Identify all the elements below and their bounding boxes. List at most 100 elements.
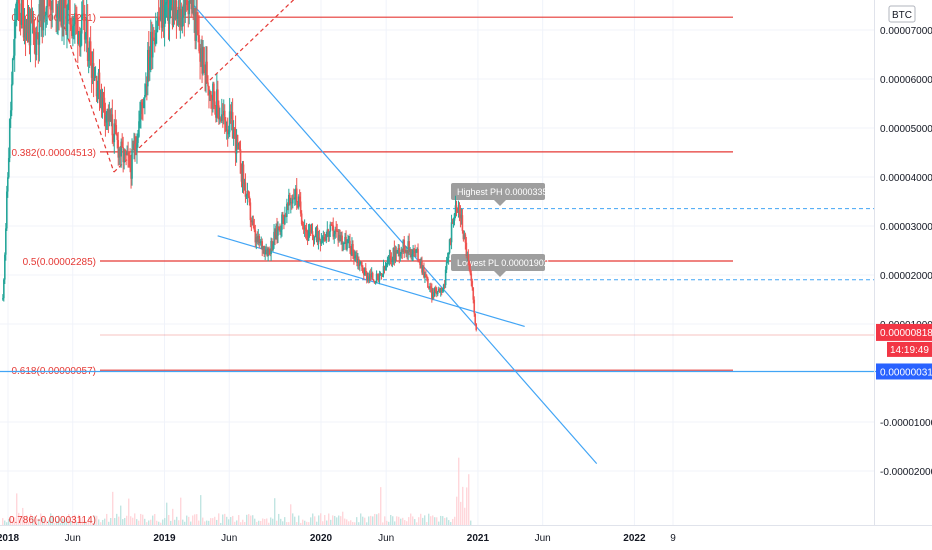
candle-body (39, 4, 42, 21)
volume-bar (234, 521, 236, 525)
volume-bar (210, 518, 212, 525)
candle-body (330, 224, 333, 226)
candle-body (17, 0, 20, 4)
volume-bar (138, 520, 140, 525)
volume-bar (112, 491, 114, 525)
candle-body (37, 34, 40, 45)
trendline-descending-resistance[interactable] (140, 0, 598, 465)
candle-body (452, 220, 455, 224)
volume-bar (460, 501, 462, 525)
volume-bar (8, 518, 10, 525)
fib-level-label: 0.786(-0.00003114) (9, 515, 96, 526)
volume-bar (166, 502, 168, 525)
volume-bar (232, 515, 234, 525)
candle-body (320, 240, 323, 244)
candle-body (442, 284, 445, 289)
candle-body (200, 48, 202, 62)
candle-body (297, 196, 300, 208)
trendline-dashed-uptrend[interactable] (113, 0, 303, 173)
candle-body (60, 0, 62, 26)
volume-bar (332, 515, 334, 525)
candle-body (269, 250, 271, 255)
volume-bar (36, 518, 38, 525)
candle-body (196, 12, 198, 30)
volume-bar (420, 513, 422, 525)
volume-bar (104, 518, 106, 525)
candle-body (314, 234, 317, 237)
volume-bar (278, 513, 280, 525)
candle-body (84, 32, 87, 40)
candle-body (371, 273, 374, 280)
candle-body (449, 239, 452, 243)
fibonacci-levels[interactable]: 0.236(0.00007261) 0.382(0.00004513) 0.5(0.… (9, 13, 874, 526)
candle-body (469, 269, 472, 274)
candle-body (88, 41, 91, 61)
candle-body (233, 128, 236, 130)
candle-body (72, 25, 74, 37)
candle-body (326, 229, 329, 235)
candle-body (448, 239, 451, 253)
candle-body (335, 229, 337, 231)
volume-bar (286, 522, 288, 525)
candle-body (182, 4, 185, 17)
candle-body (415, 249, 417, 253)
x-tick-label: 2019 (153, 533, 176, 544)
volume-bar (256, 521, 258, 525)
volume-bar (414, 519, 416, 525)
candle-body (25, 19, 28, 40)
candle-body (144, 94, 146, 99)
candle-body (402, 239, 405, 252)
candle-body (65, 0, 67, 32)
candle-body (302, 225, 305, 230)
candle-body (201, 48, 203, 74)
candle-body (4, 254, 6, 280)
volume-bar (178, 520, 180, 525)
candle-body (283, 214, 285, 224)
volume-bar (18, 512, 20, 525)
candle-body (3, 279, 5, 299)
volume-bar (388, 521, 390, 525)
candle-body (237, 144, 240, 146)
candle-body (121, 141, 123, 148)
candle-body (85, 19, 88, 33)
candle-body (168, 7, 171, 24)
candle-body (126, 151, 128, 156)
candle-body (188, 0, 191, 15)
volume-bar (54, 522, 56, 525)
candle-body (207, 82, 209, 87)
volume-bars (2, 457, 472, 525)
candle-body (156, 16, 159, 30)
candle-body (148, 49, 150, 71)
volume-bar (184, 521, 186, 525)
time-axis[interactable]: 2018 Jun 2019 Jun 2020 Jun 2021 Jun 2022 9 (0, 525, 932, 545)
volume-bar (406, 521, 408, 525)
y-tick-label: 0.00005000 (880, 124, 932, 135)
volume-bar (122, 519, 124, 525)
candle-body (107, 108, 110, 122)
candle-body (430, 286, 432, 289)
candle-body (63, 0, 65, 25)
pivot-lines[interactable]: Highest PH 0.00003355 Lowest PL 0.0000190… (313, 183, 874, 281)
candle-body (164, 2, 167, 5)
ray-price-label: 0.00000031 (880, 367, 932, 378)
volume-bar (160, 522, 162, 525)
trend-lines[interactable] (0, 0, 932, 465)
candle-body (133, 143, 135, 150)
volume-bar (164, 518, 166, 525)
volume-bar (12, 520, 14, 525)
volume-bar (198, 520, 200, 525)
candle-body (169, 7, 172, 9)
price-axis[interactable]: BTC 0.00007000 0.00006000 0.00005000 0.0000… (874, 0, 932, 525)
candle-body (77, 31, 80, 44)
candle-body (424, 274, 426, 278)
volume-bar (106, 513, 108, 525)
candle-body (324, 239, 327, 241)
candle-body (358, 259, 360, 266)
volume-bar (84, 520, 86, 525)
current-price-badge (876, 323, 932, 341)
currency-badge[interactable] (888, 5, 916, 23)
candle-body (217, 89, 219, 106)
volume-bar (206, 520, 208, 525)
candle-body (105, 115, 108, 123)
